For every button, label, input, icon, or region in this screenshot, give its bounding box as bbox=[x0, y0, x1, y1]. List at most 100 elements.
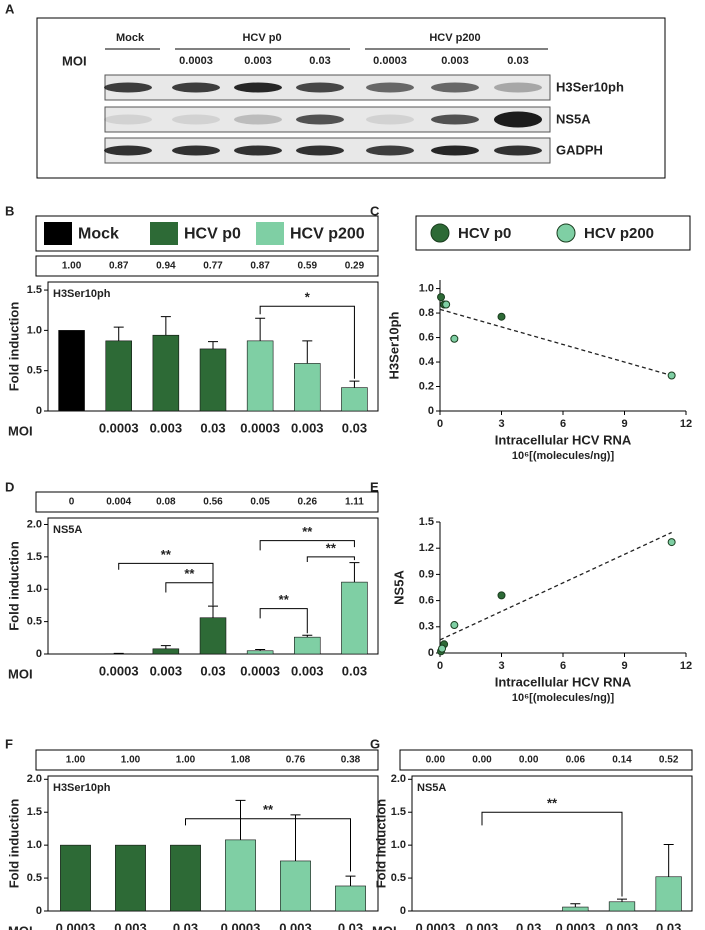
value-row bbox=[399, 749, 693, 771]
value-label: 0.06 bbox=[566, 755, 586, 766]
y-axis-label: H3Ser10ph bbox=[386, 311, 401, 379]
point bbox=[497, 312, 506, 321]
group-label: Mock bbox=[116, 32, 145, 44]
panel-letter: E bbox=[370, 479, 379, 494]
x-tick-label: 12 bbox=[680, 660, 692, 672]
value-label: 0 bbox=[69, 497, 75, 508]
error-bar bbox=[345, 875, 356, 886]
point bbox=[497, 591, 506, 600]
x-tick-label: 0.003 bbox=[291, 663, 324, 678]
blot-label: H3Ser10ph bbox=[556, 79, 624, 94]
moi-label: MOI bbox=[62, 53, 87, 68]
moi-value: 0.03 bbox=[309, 55, 330, 67]
plot-frame bbox=[411, 775, 693, 912]
x-tick-label: 0.003 bbox=[606, 920, 639, 930]
significance-bracket bbox=[259, 305, 355, 379]
bar bbox=[246, 340, 274, 412]
y-tick-label: 0.3 bbox=[419, 621, 434, 633]
significance: ** bbox=[279, 592, 290, 607]
x-axis-label: MOI bbox=[8, 666, 33, 681]
trendline bbox=[439, 531, 672, 641]
x-tick-label: 0.0003 bbox=[555, 920, 595, 930]
moi-value: 0.0003 bbox=[179, 55, 213, 67]
y-axis-label: Fold induction bbox=[373, 799, 388, 889]
inner-label: H3Ser10ph bbox=[53, 782, 111, 794]
blot-band bbox=[296, 82, 344, 93]
blot-band bbox=[431, 114, 479, 125]
value-label: 1.08 bbox=[231, 755, 251, 766]
y-tick-label: 0.5 bbox=[27, 616, 42, 628]
x-tick-label: 0.03 bbox=[342, 420, 367, 435]
y-tick-label: 0.4 bbox=[419, 356, 435, 368]
x-tick-label: 0.0003 bbox=[415, 920, 455, 930]
value-label: 0.76 bbox=[286, 755, 306, 766]
panel-letter: B bbox=[5, 203, 14, 218]
error-bar bbox=[255, 648, 266, 651]
point bbox=[438, 644, 447, 653]
x-axis-label: MOI bbox=[8, 923, 33, 930]
bar bbox=[152, 334, 180, 412]
y-tick-label: 0 bbox=[36, 905, 42, 917]
y-tick-label: 0 bbox=[36, 648, 42, 660]
blot-band bbox=[104, 145, 152, 156]
x-tick-label: 0.03 bbox=[200, 420, 225, 435]
value-label: 0.87 bbox=[109, 261, 129, 272]
y-axis-label: Fold induction bbox=[6, 302, 21, 392]
point bbox=[437, 293, 446, 302]
bar bbox=[115, 844, 146, 912]
inner-label: H3Ser10ph bbox=[53, 288, 111, 300]
panel-letter: C bbox=[370, 203, 380, 218]
panel-letter: D bbox=[5, 479, 14, 494]
value-label: 0.004 bbox=[106, 497, 131, 508]
legend-label: HCV p200 bbox=[584, 225, 654, 242]
x-tick-label: 0.003 bbox=[150, 663, 183, 678]
trendline bbox=[439, 308, 672, 377]
y-axis-label: Fold induction bbox=[6, 799, 21, 889]
bar bbox=[655, 876, 682, 912]
blot-band bbox=[296, 114, 344, 125]
blot-band bbox=[296, 145, 344, 156]
y-tick-label: 0.8 bbox=[419, 307, 434, 319]
x-tick-label: 6 bbox=[560, 660, 566, 672]
x-tick-label: 9 bbox=[621, 418, 627, 430]
legend-frame bbox=[35, 215, 379, 252]
significance-bracket bbox=[259, 608, 308, 634]
value-label: 1.00 bbox=[66, 755, 86, 766]
x-axis-label: MOI bbox=[8, 423, 33, 438]
x-tick-label: 0.03 bbox=[338, 920, 363, 930]
significance: ** bbox=[161, 547, 172, 562]
legend-label: HCV p200 bbox=[290, 226, 365, 243]
blot-band bbox=[234, 82, 282, 93]
error-bar bbox=[208, 341, 218, 349]
y-tick-label: 2.0 bbox=[27, 518, 42, 530]
bar bbox=[170, 844, 201, 912]
bar bbox=[294, 363, 321, 412]
y-tick-label: 2.0 bbox=[27, 773, 42, 785]
value-label: 0.00 bbox=[519, 755, 539, 766]
bar bbox=[341, 581, 368, 655]
x-axis-label: MOI bbox=[372, 923, 397, 930]
y-tick-label: 0 bbox=[400, 905, 406, 917]
error-bar bbox=[160, 316, 171, 336]
moi-value: 0.003 bbox=[244, 55, 272, 67]
x-tick-label: 0.03 bbox=[342, 663, 367, 678]
significance-bracket bbox=[185, 818, 351, 872]
significance: * bbox=[305, 290, 311, 305]
x-tick-label: 0.03 bbox=[656, 920, 681, 930]
point bbox=[450, 334, 459, 343]
blot-band bbox=[172, 114, 220, 125]
blot-frame bbox=[36, 17, 666, 179]
x-tick-label: 0.03 bbox=[173, 920, 198, 930]
group-label: HCV p0 bbox=[242, 32, 281, 44]
legend-swatch bbox=[150, 222, 178, 245]
x-tick-label: 0.003 bbox=[150, 420, 183, 435]
y-tick-label: 1.5 bbox=[391, 806, 406, 818]
x-tick-label: 0.003 bbox=[114, 920, 147, 930]
x-tick-label: 0.0003 bbox=[99, 663, 139, 678]
y-tick-label: 1.0 bbox=[391, 839, 406, 851]
x-tick-label: 0.003 bbox=[466, 920, 499, 930]
x-tick-label: 0.0003 bbox=[221, 920, 261, 930]
value-label: 0.05 bbox=[250, 497, 270, 508]
value-label: 0.52 bbox=[659, 755, 679, 766]
blot-band bbox=[431, 82, 479, 93]
